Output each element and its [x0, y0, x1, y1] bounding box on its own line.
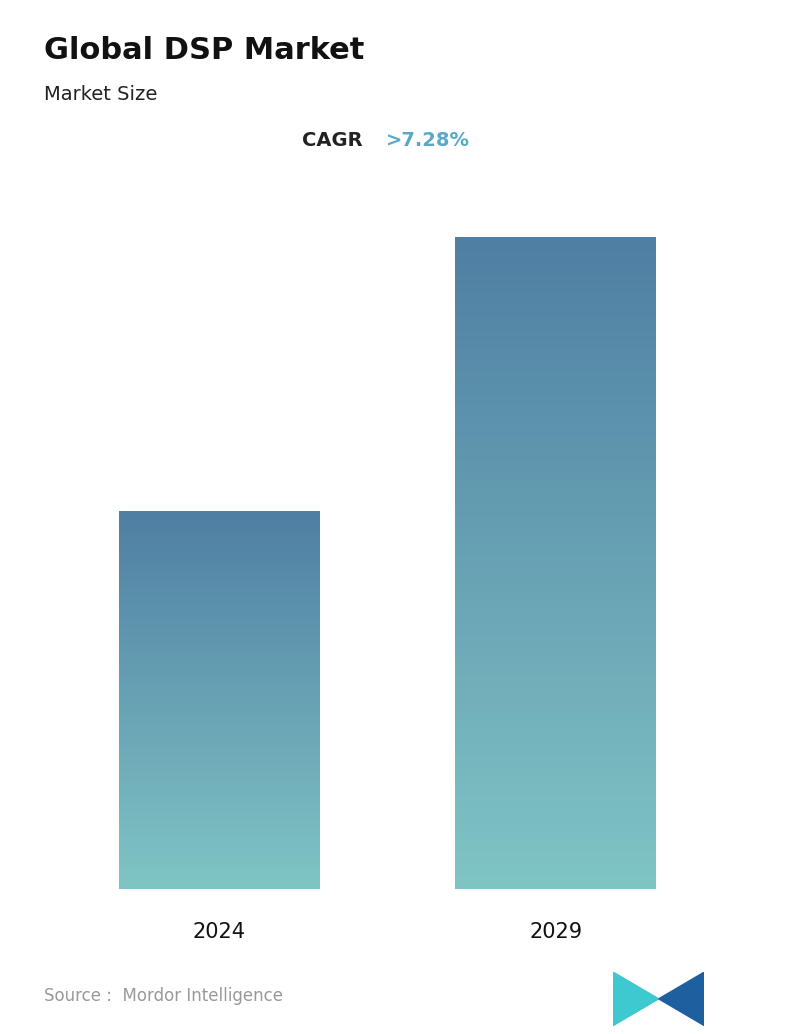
Polygon shape	[613, 972, 659, 1026]
Polygon shape	[659, 972, 704, 1026]
Text: CAGR: CAGR	[302, 131, 370, 150]
Text: Global DSP Market: Global DSP Market	[44, 36, 364, 65]
Text: 2029: 2029	[529, 921, 582, 942]
Text: >7.28%: >7.28%	[386, 131, 470, 150]
Text: Source :  Mordor Intelligence: Source : Mordor Intelligence	[44, 987, 283, 1005]
Text: 2024: 2024	[193, 921, 245, 942]
Text: Market Size: Market Size	[44, 85, 157, 103]
Polygon shape	[626, 972, 691, 991]
